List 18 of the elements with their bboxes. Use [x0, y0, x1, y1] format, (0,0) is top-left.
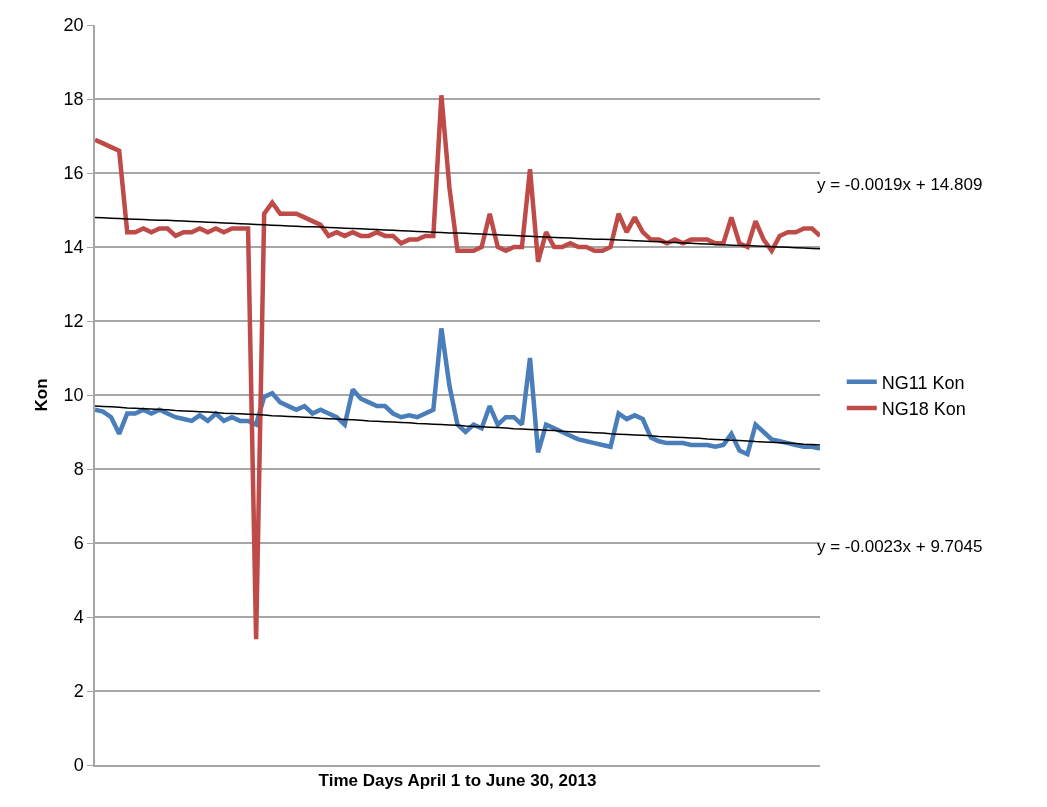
- y-tick-label: 14: [63, 237, 84, 258]
- legend-label: NG18 Kon: [881, 399, 966, 420]
- legend-label: NG11 Kon: [881, 372, 965, 393]
- y-tick-label: 6: [73, 533, 84, 554]
- y-tick-label: 10: [63, 385, 84, 406]
- x-axis-title: Time Days April 1 to June 30, 2013: [318, 770, 597, 790]
- y-tick-label: 0: [73, 755, 84, 776]
- y-tick-label: 20: [63, 15, 84, 36]
- annotation: y = -0.0019x + 14.809: [817, 175, 983, 194]
- y-tick-label: 2: [73, 681, 84, 702]
- y-axis-title: Kon: [31, 378, 51, 412]
- y-tick-label: 12: [63, 311, 84, 332]
- y-tick-label: 16: [63, 163, 84, 184]
- y-tick-label: 18: [63, 89, 84, 110]
- y-tick-label: 4: [73, 607, 84, 628]
- line-series: [95, 405, 820, 446]
- annotation: y = -0.0023x + 9.7045: [817, 537, 983, 556]
- y-tick-label: 8: [73, 459, 84, 480]
